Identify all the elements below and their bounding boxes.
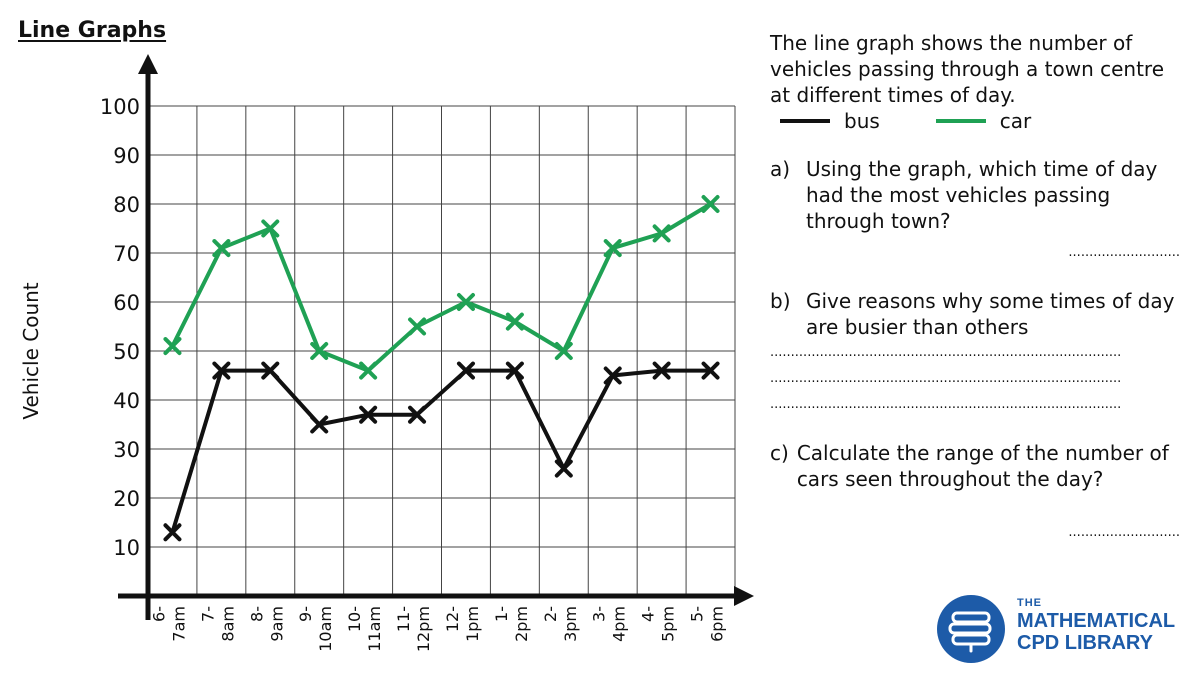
x-tick-label: 7am [169, 606, 188, 642]
data-point-bus [603, 366, 622, 385]
y-tick-label: 90 [113, 144, 140, 168]
logo-line-1: MATHEMATICAL [1017, 610, 1176, 632]
logo-line-2: CPD LIBRARY [1017, 632, 1153, 654]
question-a-text: Using the graph, which time of day had t… [806, 157, 1158, 233]
legend-swatch-car [935, 119, 986, 123]
data-point-bus [163, 523, 182, 542]
y-tick-label: 30 [113, 438, 140, 462]
legend-label-bus: bus [844, 109, 880, 133]
x-tick-label: 5- [688, 606, 707, 622]
y-tick-label: 70 [113, 242, 140, 266]
data-point-car [408, 317, 427, 336]
data-point-bus [359, 405, 378, 424]
y-tick-label: 20 [113, 487, 140, 511]
x-axis-arrow [734, 586, 754, 606]
data-point-bus [212, 361, 231, 380]
logo-the: THE [1017, 597, 1042, 609]
y-tick-label: 100 [100, 95, 140, 119]
x-tick-label: 10- [345, 606, 364, 632]
logo-text: THE MATHEMATICAL CPD LIBRARY [1017, 597, 1175, 654]
data-point-bus [310, 415, 329, 434]
data-point-car [701, 195, 720, 213]
question-c: c) Calculate the range of the number of … [770, 440, 1180, 492]
data-point-car [505, 312, 524, 331]
answer-line-a: ........................... [1068, 245, 1180, 260]
x-tick-label: 6- [149, 606, 168, 622]
answer-line-b2: ........................................… [770, 371, 1122, 386]
legend-label-car: car [999, 109, 1032, 133]
series-line-car [170, 202, 712, 373]
legend-item-bus: bus [770, 108, 880, 134]
data-point-bus [652, 361, 671, 380]
data-point-car [212, 239, 231, 258]
y-tick-label: 50 [113, 340, 140, 364]
legend: bus car [770, 108, 1180, 134]
data-point-car [163, 337, 182, 356]
question-b-letter: b) [770, 289, 791, 313]
x-tick-label: 3pm [561, 606, 580, 642]
series-line-bus [170, 368, 711, 533]
x-tick-label: 11- [394, 606, 413, 632]
x-tick-label: 9am [267, 606, 286, 642]
question-a: a) Using the graph, which time of day ha… [770, 156, 1180, 234]
data-point-bus [505, 361, 524, 380]
x-tick-label: 4pm [610, 606, 629, 642]
data-point-bus [701, 361, 720, 380]
line-chart: 10 20 30 40 50 60 70 80 90 100 Vehicle Count 6- 7am 7… [19, 54, 754, 652]
y-axis-arrow [138, 54, 158, 74]
x-tick-label: 11am [365, 606, 384, 652]
data-point-car [554, 342, 573, 360]
page-title: Line Graphs [18, 18, 167, 43]
x-tick-label: 12pm [414, 606, 433, 652]
question-b: b) Give reasons why some times of day ar… [770, 288, 1180, 340]
x-tick-label: 8- [247, 606, 266, 622]
data-point-bus [456, 361, 475, 380]
x-tick-label: 10am [316, 606, 335, 652]
y-tick-label: 60 [113, 291, 140, 315]
legend-item-car: car [926, 108, 1031, 134]
x-tick-label: 8am [218, 606, 237, 642]
data-point-car [261, 219, 280, 238]
answer-line-b3: ........................................… [770, 397, 1122, 412]
y-tick-label: 80 [113, 193, 140, 217]
data-point-car [603, 239, 622, 258]
data-point-bus [408, 405, 427, 424]
data-point-car [310, 342, 329, 360]
y-tick-label: 10 [113, 536, 140, 560]
data-point-car [456, 293, 475, 311]
x-tick-label: 6pm [708, 606, 727, 642]
data-point-bus [554, 459, 573, 478]
question-c-text: Calculate the range of the number of car… [796, 441, 1169, 491]
y-tick-label: 40 [113, 389, 140, 413]
x-tick-label: 9- [296, 606, 315, 622]
x-tick-label: 4- [639, 606, 658, 622]
x-tick-label: 12- [443, 606, 462, 632]
data-point-car [359, 361, 378, 380]
question-b-text: Give reasons why some times of day are b… [806, 289, 1175, 339]
data-point-car [652, 224, 671, 243]
answer-line-c: ........................... [1068, 525, 1180, 540]
question-panel: The line graph shows the number of vehic… [770, 30, 1180, 546]
x-tick-label: 5pm [659, 606, 678, 642]
x-tick-label: 2pm [512, 606, 531, 642]
question-a-letter: a) [770, 157, 791, 181]
x-tick-label: 1- [492, 606, 511, 622]
x-tick-label: 1pm [463, 606, 482, 642]
x-tick-label: 2- [541, 606, 560, 622]
x-tick-label: 7- [198, 606, 217, 622]
data-point-bus [261, 361, 280, 380]
y-axis-title: Vehicle Count [19, 282, 43, 419]
legend-swatch-bus [780, 119, 830, 123]
books-icon [937, 595, 1005, 663]
question-c-letter: c) [770, 441, 789, 465]
logo: THE MATHEMATICAL CPD LIBRARY [937, 593, 1187, 665]
x-tick-label: 3- [590, 606, 609, 622]
intro-text: The line graph shows the number of vehic… [770, 31, 1165, 107]
answer-line-b1: ........................................… [770, 345, 1122, 360]
